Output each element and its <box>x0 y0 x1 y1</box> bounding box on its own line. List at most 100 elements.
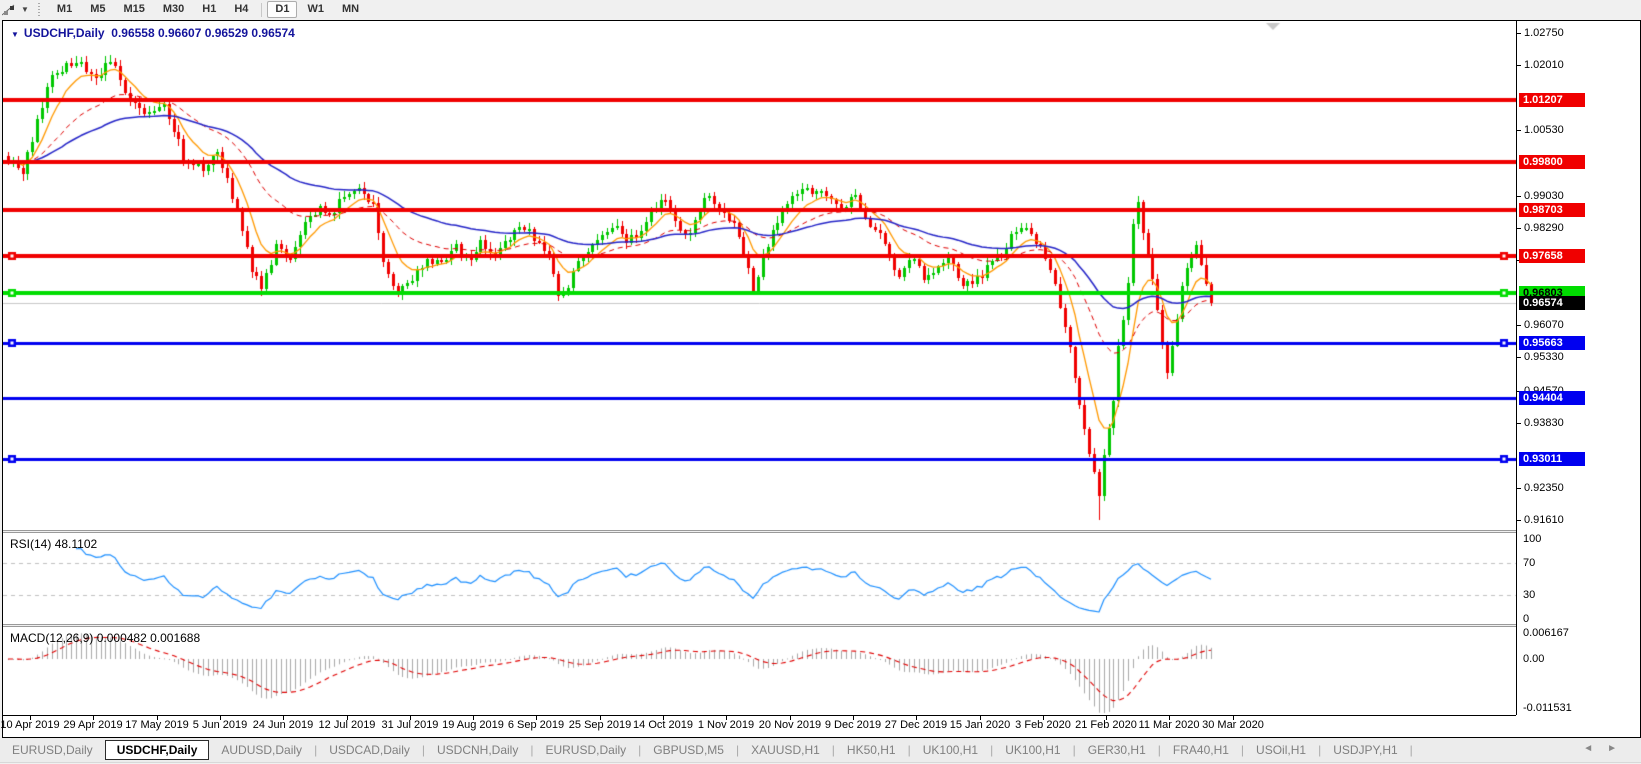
date-label: 29 Apr 2019 <box>63 719 123 731</box>
y-axis-tick: 0.93830 <box>1524 417 1564 429</box>
chart-tab-fra40-h1[interactable]: FRA40,H1 <box>1172 743 1229 757</box>
chart-tab-eurusd-daily[interactable]: EURUSD,Daily <box>12 743 93 757</box>
tab-separator: | <box>735 743 740 757</box>
tab-separator: | <box>1072 743 1076 757</box>
y-axis-tick: 0.95330 <box>1524 351 1564 363</box>
price-line-badge: 0.97658 <box>1519 249 1585 263</box>
price-line-badge: 0.99800 <box>1519 155 1585 169</box>
timeframe-button-w1[interactable]: W1 <box>307 3 324 15</box>
chart-tab-gbpusd-m5[interactable]: GBPUSD,M5 <box>653 743 724 757</box>
chart-tab-uk100-h1[interactable]: UK100,H1 <box>1005 743 1061 757</box>
date-label: 25 Sep 2019 <box>568 719 632 731</box>
timeframe-button-h4[interactable]: H4 <box>234 3 249 15</box>
tab-scroll-right-icon[interactable]: ► <box>1607 743 1631 754</box>
chart-tab-usdjpy-h1[interactable]: USDJPY,H1 <box>1333 743 1398 757</box>
timeframe-button-d1[interactable]: D1 <box>267 1 298 18</box>
date-tickmark <box>220 716 221 720</box>
date-label: 1 Nov 2019 <box>697 719 755 731</box>
price-line-badge: 0.98703 <box>1519 203 1585 217</box>
top-toolbar: ▼ M1 M5 M15 M30 H1 H4 D1 W1 MN <box>0 0 1641 19</box>
timeframe-button-h1[interactable]: H1 <box>202 3 217 15</box>
tab-separator: | <box>907 743 911 757</box>
dropdown-caret-icon[interactable]: ▼ <box>21 5 29 14</box>
chart-tab-usdchf-daily[interactable]: USDCHF,Daily <box>104 740 210 760</box>
tab-separator: | <box>1157 743 1161 757</box>
price-chart-panel: ▼ USDCHF,Daily 0.96558 0.96607 0.96529 0.… <box>3 21 1516 530</box>
toolbar-separator <box>261 2 263 17</box>
chart-tab-usdcad-daily[interactable]: USDCAD,Daily <box>329 743 410 757</box>
date-label: 11 Mar 2020 <box>1138 719 1200 731</box>
chart-tab-xauusd-h1[interactable]: XAUUSD,H1 <box>751 743 820 757</box>
chart-tab-usdcnh-daily[interactable]: USDCNH,Daily <box>437 743 519 757</box>
chart-menu-caret-icon[interactable]: ▼ <box>11 30 19 39</box>
chart-symbol-label: USDCHF,Daily <box>23 26 105 40</box>
chart-tabs: EURUSD,Daily USDCHF,Daily AUDUSD,Daily | USD… <box>0 740 1413 760</box>
date-label: 9 Dec 2019 <box>824 719 882 731</box>
rsi-axis-label: 0 <box>1523 613 1530 625</box>
chart-tab-hk50-h1[interactable]: HK50,H1 <box>846 743 896 757</box>
y-axis-tickmark <box>1517 65 1521 66</box>
date-label: 3 Feb 2020 <box>1015 719 1071 731</box>
date-label: 21 Feb 2020 <box>1075 719 1137 731</box>
y-axis-tick: 0.96070 <box>1524 319 1564 331</box>
chart-tab-audusd-daily[interactable]: AUDUSD,Daily <box>221 743 303 757</box>
macd-axis-label: 0.00 <box>1523 653 1545 665</box>
date-label: 31 Jul 2019 <box>381 719 439 731</box>
y-axis-tickmark <box>1517 325 1521 326</box>
chart-tab-eurusd-daily[interactable]: EURUSD,Daily <box>545 743 627 757</box>
chart-tab-ger30-h1[interactable]: GER30,H1 <box>1087 743 1146 757</box>
toolbar-grip[interactable] <box>36 3 42 16</box>
tab-scroll-arrows: ◄► <box>1583 743 1631 754</box>
date-tickmark <box>536 716 537 720</box>
date-tickmark <box>410 716 411 720</box>
chart-tab-usoil-h1[interactable]: USOil,H1 <box>1256 743 1307 757</box>
date-label: 5 Jun 2019 <box>192 719 248 731</box>
date-tickmark <box>853 716 854 720</box>
rsi-axis-label: 70 <box>1523 557 1536 569</box>
timeframe-button-m30[interactable]: M30 <box>162 3 185 15</box>
y-axis-tickmark <box>1517 488 1521 489</box>
date-tickmark <box>473 716 474 720</box>
tab-separator: | <box>1318 743 1322 757</box>
chart-tab-bar: EURUSD,Daily USDCHF,Daily AUDUSD,Daily | USD… <box>0 738 1641 763</box>
price-axis[interactable]: 1.027501.020101.005300.990300.982900.975… <box>1516 21 1640 715</box>
rsi-axis-label: 100 <box>1523 533 1542 545</box>
panel-splitter[interactable] <box>3 624 1516 627</box>
timeframe-button-m1[interactable]: M1 <box>56 3 73 15</box>
chart-tab-uk100-h1[interactable]: UK100,H1 <box>922 743 979 757</box>
date-tickmark <box>283 716 284 720</box>
date-label: 20 Nov 2019 <box>758 719 822 731</box>
date-label: 10 Apr 2019 <box>0 719 60 731</box>
date-label: 19 Aug 2019 <box>442 719 504 731</box>
tab-scroll-left-icon[interactable]: ◄ <box>1583 743 1608 754</box>
rsi-indicator-panel: RSI(14) 48.1102 <box>3 533 1516 624</box>
macd-values: 0.000482 0.001688 <box>96 631 201 645</box>
y-axis-tickmark <box>1517 357 1521 358</box>
rsi-value: 48.1102 <box>54 537 98 551</box>
date-tickmark <box>1233 716 1234 720</box>
price-chart-canvas[interactable] <box>3 21 1516 530</box>
date-tickmark <box>726 716 727 720</box>
y-axis-tickmark <box>1517 520 1521 521</box>
chart-window: ▼ USDCHF,Daily 0.96558 0.96607 0.96529 0.… <box>0 20 1641 738</box>
tab-separator: | <box>314 743 318 757</box>
drawing-tool-button[interactable]: ▼ <box>2 3 29 17</box>
y-axis-tick: 1.02010 <box>1524 59 1564 71</box>
rsi-canvas[interactable] <box>3 533 1516 624</box>
y-axis-tickmark <box>1517 228 1521 229</box>
macd-axis-label: -0.011531 <box>1523 701 1572 714</box>
timeframe-button-m15[interactable]: M15 <box>123 3 145 15</box>
timeframe-button-mn[interactable]: MN <box>341 3 360 15</box>
date-label: 15 Jan 2020 <box>949 719 1011 731</box>
rsi-title: RSI(14) 48.1102 <box>10 537 98 551</box>
macd-canvas[interactable] <box>3 627 1516 715</box>
date-tickmark <box>980 716 981 720</box>
y-axis-tickmark <box>1517 33 1521 34</box>
date-axis[interactable]: 10 Apr 2019 29 Apr 2019 17 May 2019 5 Jun 2… <box>0 715 1516 736</box>
date-tickmark <box>347 716 348 720</box>
date-tickmark <box>1043 716 1044 720</box>
date-tickmark <box>1169 716 1170 720</box>
timeframe-button-m5[interactable]: M5 <box>90 3 106 15</box>
panel-splitter[interactable] <box>3 530 1516 533</box>
date-label: 6 Sep 2019 <box>507 719 565 731</box>
